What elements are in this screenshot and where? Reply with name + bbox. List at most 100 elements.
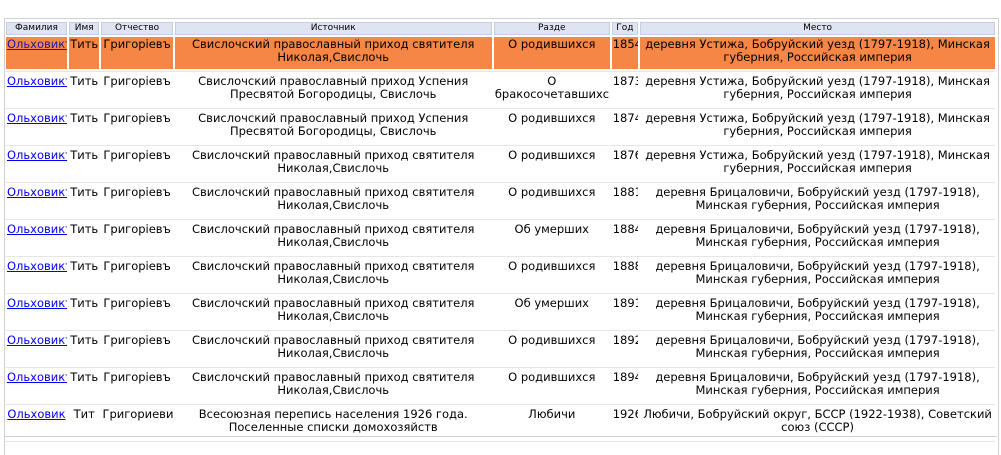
cell-name: Тить — [70, 111, 99, 125]
cell-patronymic: Григоріевъ — [103, 74, 171, 88]
surname-link[interactable]: Ольховикъ — [7, 222, 67, 236]
bottom-divider — [4, 436, 997, 437]
header-section[interactable]: Разде — [493, 22, 610, 35]
cell-source: Свислочский православный приход святител… — [191, 148, 475, 175]
cell-patronymic: Григоріевъ — [103, 222, 171, 236]
row-separator — [6, 367, 995, 368]
surname-link[interactable]: Ольховикъ — [7, 296, 67, 310]
table-row[interactable]: Ольховикъ Тить Григоріевъ Свислочский право… — [6, 111, 995, 143]
cell-section: О родившихся — [493, 37, 610, 69]
surname-link[interactable]: Ольховикъ — [7, 148, 67, 162]
row-separator-line — [6, 293, 995, 294]
cell-name: Тить — [70, 148, 99, 162]
cell-patronymic: Григоріевъ — [103, 185, 171, 199]
table-body: Ольховикъ Тить Григоріевъ Свислочский право… — [6, 37, 995, 442]
cell-name: Тить — [70, 74, 99, 88]
cell-year: 1888 — [612, 259, 638, 273]
cell-section: О родившихся — [508, 111, 596, 125]
row-separator — [6, 441, 995, 442]
table-row[interactable]: Ольховикъ Тить Григоріевъ Свислочский право… — [6, 74, 995, 106]
cell-source: Всесоюзная перепись населения 1926 года.… — [198, 407, 468, 434]
row-separator — [6, 108, 995, 109]
table-row[interactable]: Ольховикъ Тить Григоріевъ Свислочский право… — [6, 333, 995, 365]
cell-name: Тить — [70, 296, 99, 310]
row-separator-line — [6, 219, 995, 220]
cell-year: 1881 — [612, 185, 638, 199]
row-separator — [6, 293, 995, 294]
cell-patronymic: Григоріевъ — [103, 111, 171, 125]
cell-surname: Ольховикъ — [6, 37, 67, 69]
surname-link[interactable]: Ольховикъ — [7, 37, 67, 51]
cell-section: Любичи — [528, 407, 576, 421]
cell-surname: Ольховикъ — [6, 333, 67, 365]
cell-section: О бракосочетавшихся — [494, 74, 610, 101]
cell-surname: Ольховикъ — [6, 111, 67, 143]
cell-year: 1873 — [612, 74, 638, 88]
table-header-row: Фамилия Имя Отчество Источник Разде Год … — [6, 22, 995, 35]
table-row[interactable]: Ольховикъ Тить Григоріевъ Свислочский право… — [6, 259, 995, 291]
header-source[interactable]: Источник — [174, 22, 492, 35]
cell-surname: Ольховикъ — [6, 296, 67, 328]
surname-link[interactable]: Ольховик — [7, 407, 66, 421]
surname-link[interactable]: Ольховикъ — [7, 333, 67, 347]
row-separator-line — [6, 330, 995, 331]
row-separator-line — [6, 404, 995, 405]
row-separator — [6, 404, 995, 405]
surname-link[interactable]: Ольховикъ — [7, 185, 67, 199]
cell-year: 1874 — [612, 111, 638, 125]
cell-patronymic: Григоріевъ — [101, 37, 173, 69]
header-surname[interactable]: Фамилия — [6, 22, 67, 35]
surname-link[interactable]: Ольховикъ — [7, 111, 67, 125]
cell-section: Об умерших — [514, 222, 589, 236]
cell-surname: Ольховикъ — [6, 222, 67, 254]
cell-name: Тит — [73, 407, 95, 421]
table-row[interactable]: Ольховикъ Тить Григоріевъ Свислочский право… — [6, 296, 995, 328]
cell-section: О родившихся — [508, 333, 596, 347]
surname-link[interactable]: Ольховикъ — [7, 370, 67, 384]
cell-section: О родившихся — [508, 185, 596, 199]
row-separator — [6, 256, 995, 257]
row-separator-line — [6, 256, 995, 257]
cell-source: Свислочский православный приход святител… — [191, 222, 475, 249]
header-year[interactable]: Год — [611, 22, 639, 35]
cell-name: Тить — [70, 333, 99, 347]
cell-year: 1884 — [612, 222, 638, 236]
surname-link[interactable]: Ольховикъ — [7, 259, 67, 273]
table-row[interactable]: Ольховикъ Тить Григоріевъ Свислочский право… — [6, 222, 995, 254]
table-row[interactable]: Ольховикъ Тить Григоріевъ Свислочский право… — [6, 148, 995, 180]
cell-source: Свислочский православный приход Успения … — [198, 111, 469, 138]
table-row[interactable]: Ольховикъ Тить Григоріевъ Свислочский право… — [6, 37, 995, 69]
row-separator — [6, 71, 995, 72]
row-separator-line — [6, 182, 995, 183]
header-patronymic[interactable]: Отчество — [101, 22, 173, 35]
cell-place: деревня Устижа, Бобруйский уезд (1797-19… — [645, 148, 990, 175]
cell-patronymic: Григоріевъ — [103, 259, 171, 273]
header-name[interactable]: Имя — [68, 22, 100, 35]
cell-name: Тить — [70, 185, 99, 199]
cell-surname: Ольховикъ — [6, 74, 67, 106]
row-separator-line — [6, 367, 995, 368]
cell-source: Свислочский православный приход святител… — [191, 370, 475, 397]
header-place[interactable]: Место — [640, 22, 995, 35]
cell-place: деревня Брицаловичи, Бобруйский уезд (17… — [655, 259, 980, 286]
cell-place: деревня Брицаловичи, Бобруйский уезд (17… — [655, 370, 980, 397]
cell-source: Свислочский православный приход святител… — [191, 333, 475, 360]
cell-surname: Ольховикъ — [6, 185, 67, 217]
cell-place: деревня Брицаловичи, Бобруйский уезд (17… — [655, 296, 980, 323]
table-row[interactable]: Ольховикъ Тить Григоріевъ Свислочский право… — [6, 185, 995, 217]
results-frame — [4, 18, 999, 455]
cell-patronymic: Григоріевъ — [103, 148, 171, 162]
cell-surname: Ольховикъ — [6, 259, 67, 291]
cell-year: 1876 — [612, 148, 638, 162]
row-separator — [6, 219, 995, 220]
cell-surname: Ольховикъ — [6, 148, 67, 180]
cell-name: Тить — [70, 370, 99, 384]
records-table: Фамилия Имя Отчество Источник Разде Год … — [4, 20, 997, 444]
cell-name: Тить — [70, 259, 99, 273]
cell-year: 1891 — [612, 296, 638, 310]
cell-year: 1894 — [612, 370, 638, 384]
surname-link[interactable]: Ольховикъ — [7, 74, 67, 88]
table-row[interactable]: Ольховик Тит Григориевич Всесоюзная перепис… — [6, 407, 995, 439]
cell-patronymic: Григоріевъ — [103, 296, 171, 310]
table-row[interactable]: Ольховикъ Тить Григоріевъ Свислочский право… — [6, 370, 995, 402]
